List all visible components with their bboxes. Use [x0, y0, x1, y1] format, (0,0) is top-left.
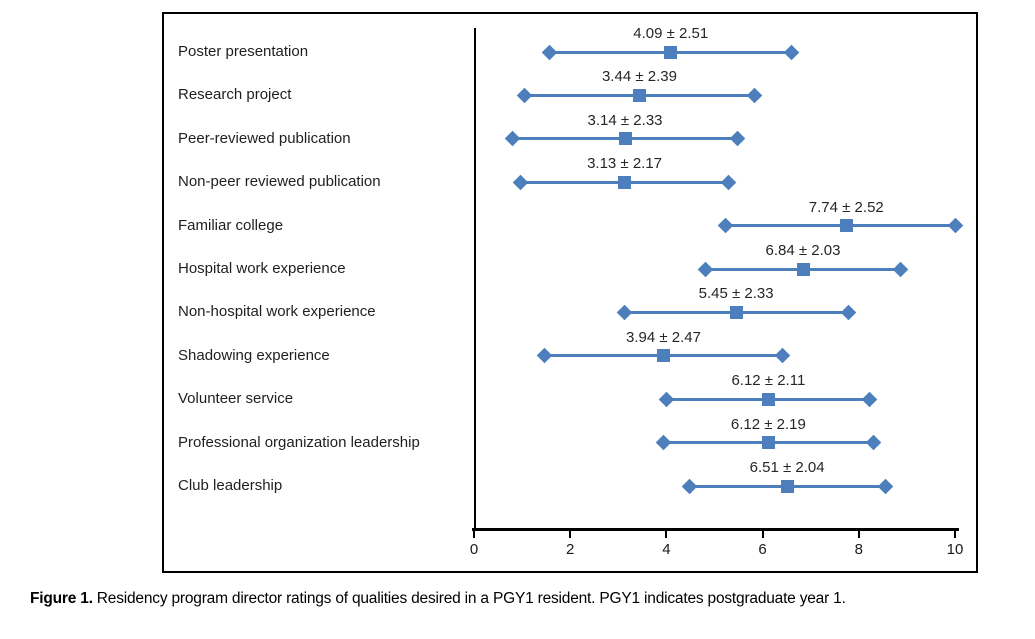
category-label: Club leadership [178, 477, 283, 494]
x-axis-tick [569, 531, 572, 538]
whisker-high-diamond [862, 391, 878, 407]
category-label: Peer-reviewed publication [178, 129, 351, 147]
plot-layer: 0 2 4 6 8 10 Poster presentation 4.09 ± 2.51 Res… [164, 14, 976, 571]
mean-marker [780, 479, 794, 493]
point-value-label: 3.94 ± 2.47 [626, 328, 701, 346]
figure-caption-text: Residency program director ratings of qu… [96, 590, 846, 607]
point-value-label: 4.09 ± 2.51 [633, 25, 709, 42]
mean-marker [618, 132, 632, 146]
figure-caption: Figure 1. Residency program director rati… [30, 589, 1020, 609]
whisker-high-diamond [865, 434, 882, 451]
whisker-high-diamond [840, 304, 856, 321]
chart: 0 2 4 6 8 10 Poster presentation 4.09 ± 2.51 Res… [162, 12, 978, 573]
x-axis-tick [473, 531, 475, 538]
whisker-low-diamond [536, 348, 553, 364]
whisker-high-diamond [892, 261, 909, 277]
x-axis-tick-label: 2 [566, 541, 575, 558]
figure-caption-label: Figure 1. [30, 590, 93, 607]
mean-marker [729, 305, 743, 319]
mean-marker [632, 88, 646, 102]
whisker-high-diamond [947, 217, 963, 234]
x-axis-tick-label: 6 [758, 541, 767, 558]
point-value-label: 3.44 ± 2.39 [601, 68, 677, 86]
category-label: Volunteer service [178, 390, 294, 408]
point-value-label: 3.13 ± 2.17 [587, 155, 663, 173]
y-axis-line [474, 28, 476, 529]
point-value-label: 7.74 ± 2.52 [808, 198, 884, 216]
x-axis-tick [954, 531, 956, 538]
whisker-high-diamond [746, 87, 763, 104]
whisker-high-diamond [729, 131, 745, 147]
mean-marker [664, 45, 678, 59]
whisker-low-diamond [616, 304, 632, 321]
whisker-low-diamond [681, 478, 697, 494]
point-value-label: 6.84 ± 2.03 [765, 242, 841, 259]
whisker-low-diamond [512, 174, 528, 190]
category-label: Professional organization leadership [178, 433, 420, 451]
whisker-low-diamond [655, 434, 671, 451]
point-value-label: 6.51 ± 2.04 [749, 459, 825, 476]
x-axis-tick-label: 8 [854, 541, 863, 558]
point-value-label: 6.12 ± 2.19 [730, 415, 806, 433]
category-label: Non-peer reviewed publication [178, 173, 381, 191]
whisker-low-diamond [505, 131, 521, 147]
whisker-low-diamond [697, 261, 714, 277]
category-label: Poster presentation [178, 43, 309, 60]
whisker-high-diamond [774, 348, 791, 364]
category-label: Hospital work experience [178, 260, 346, 277]
mean-marker [839, 219, 853, 233]
category-label: Familiar college [178, 216, 284, 234]
mean-marker [657, 349, 670, 363]
mean-marker [796, 262, 810, 276]
whisker-low-diamond [516, 87, 533, 104]
category-label: Shadowing experience [178, 346, 330, 364]
x-axis-tick-label: 10 [946, 541, 964, 558]
point-value-label: 6.12 ± 2.11 [731, 372, 806, 390]
x-axis-tick [761, 531, 764, 538]
x-axis-tick [857, 531, 860, 538]
x-axis-tick [665, 531, 668, 538]
whisker-high-diamond [877, 478, 894, 494]
category-label: Research project [178, 86, 292, 104]
whisker-low-diamond [717, 217, 733, 234]
x-axis-line [472, 528, 959, 531]
whisker-low-diamond [542, 44, 558, 60]
whisker-low-diamond [659, 391, 675, 407]
mean-marker [618, 175, 632, 189]
whisker-high-diamond [721, 174, 737, 190]
point-value-label: 3.14 ± 2.33 [587, 111, 663, 129]
point-value-label: 5.45 ± 2.33 [698, 285, 774, 303]
whisker-high-diamond [783, 44, 800, 60]
mean-marker [761, 436, 775, 450]
category-label: Non-hospital work experience [178, 303, 376, 321]
x-axis-tick-label: 0 [469, 541, 479, 558]
x-axis-tick-label: 4 [662, 541, 671, 558]
mean-marker [761, 392, 775, 406]
